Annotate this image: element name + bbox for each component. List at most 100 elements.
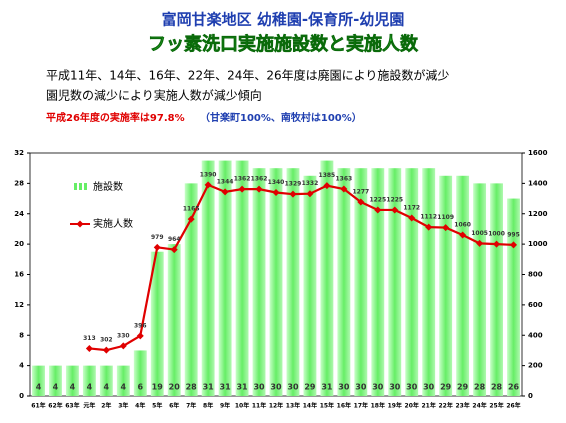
x-tick-label: 9年: [220, 402, 230, 410]
bar: [388, 168, 402, 396]
bar-label: 28: [474, 383, 486, 392]
y-tick-label: 28: [14, 179, 24, 187]
point-label: 1165: [183, 206, 200, 213]
bar: [184, 183, 198, 396]
legend-label: 施設数: [93, 180, 123, 193]
point-label: 1172: [403, 205, 420, 212]
bar-label: 29: [457, 383, 469, 392]
x-tick-label: 18年: [371, 402, 385, 410]
x-tick-label: 8年: [203, 402, 213, 410]
x-tick-label: 16年: [337, 402, 351, 410]
highlight: 平成26年度の実施率は97.8%: [46, 111, 185, 124]
note: 園児数の減少により実施人数が減少傾向: [46, 88, 262, 103]
marker: [136, 332, 144, 340]
x-tick-label: 24年: [472, 402, 486, 410]
x-tick-label: 11年: [252, 402, 266, 410]
highlight-detail: （甘楽町100%、南牧村は100%）: [200, 111, 362, 124]
y-tick-label: 16: [14, 271, 24, 279]
x-tick-label: 2年: [101, 402, 111, 410]
point-label: 1000: [488, 231, 505, 238]
x-tick-label: 5年: [152, 402, 162, 410]
point-label: 964: [168, 236, 181, 243]
marker: [476, 239, 484, 247]
bar: [65, 365, 79, 396]
y-tick-label: 24: [14, 210, 24, 218]
y-tick-label: 8: [19, 331, 24, 339]
point-label: 1005: [471, 230, 488, 237]
bar-label: 31: [203, 383, 215, 392]
marker: [306, 190, 314, 198]
y2-tick-label: 1600: [528, 149, 548, 157]
point-label: 1385: [319, 172, 336, 179]
point-label: 1332: [302, 180, 319, 187]
bar-label: 4: [53, 383, 59, 392]
marker: [459, 231, 467, 239]
x-tick-label: 17年: [354, 402, 368, 410]
legend-swatch: [79, 183, 82, 190]
point-label: 1362: [234, 176, 251, 183]
marker: [204, 181, 212, 189]
point-label: 313: [83, 335, 96, 342]
y-tick-label: 32: [14, 149, 24, 157]
point-label: 1112: [420, 214, 437, 221]
x-tick-label: 62年: [48, 402, 62, 410]
bar: [49, 365, 62, 396]
marker: [272, 188, 280, 196]
point-label: 1109: [437, 214, 454, 221]
point-label: 330: [117, 332, 130, 339]
y2-tick-label: 200: [528, 362, 543, 370]
marker: [323, 182, 331, 190]
y2-tick-label: 0: [528, 392, 533, 400]
bar: [439, 175, 453, 396]
x-tick-label: 10年: [235, 402, 249, 410]
y-tick-label: 20: [14, 240, 24, 248]
chart-subtitle: フッ素洗口実施施設数と実施人数: [148, 33, 419, 55]
bar: [286, 168, 300, 396]
y-tick-label: 12: [14, 301, 24, 309]
x-tick-label: 15年: [320, 402, 334, 410]
marker: [391, 206, 399, 214]
bar: [235, 160, 249, 396]
bar-label: 30: [355, 383, 367, 392]
legend-label: 実施人数: [93, 217, 133, 230]
marker: [493, 240, 501, 248]
y-tick-label: 4: [19, 362, 24, 370]
bar: [116, 365, 130, 396]
bar: [422, 168, 436, 396]
bar: [252, 168, 266, 396]
x-tick-label: 14年: [303, 402, 317, 410]
legend-marker: [76, 220, 84, 228]
bar-label: 30: [270, 383, 282, 392]
bar-label: 20: [169, 383, 181, 392]
bar-label: 26: [508, 383, 520, 392]
y2-tick-label: 1200: [528, 210, 548, 218]
bar: [473, 183, 487, 396]
bar: [320, 160, 334, 396]
x-tick-label: 23年: [455, 402, 469, 410]
bar-label: 4: [87, 383, 93, 392]
x-tick-label: 19年: [388, 402, 402, 410]
marker: [170, 246, 178, 254]
point-label: 1060: [454, 222, 471, 229]
x-tick-label: 12年: [269, 402, 283, 410]
bar: [269, 168, 283, 396]
marker: [238, 185, 246, 193]
marker: [102, 346, 110, 354]
x-tick-label: 元年: [83, 402, 95, 410]
point-label: 1277: [352, 189, 369, 196]
bar-label: 4: [104, 383, 110, 392]
marker: [357, 198, 365, 206]
bar-label: 4: [36, 383, 42, 392]
bar: [507, 198, 520, 396]
bar-label: 31: [236, 383, 248, 392]
bar: [303, 175, 317, 396]
x-tick-label: 3年: [118, 402, 128, 410]
x-tick-label: 25年: [489, 402, 503, 410]
marker: [153, 243, 161, 251]
x-tick-label: 22年: [438, 402, 452, 410]
bar: [201, 160, 215, 396]
bar: [218, 160, 232, 396]
x-tick-label: 63年: [65, 402, 79, 410]
bar-label: 29: [440, 383, 452, 392]
bar-label: 30: [253, 383, 265, 392]
